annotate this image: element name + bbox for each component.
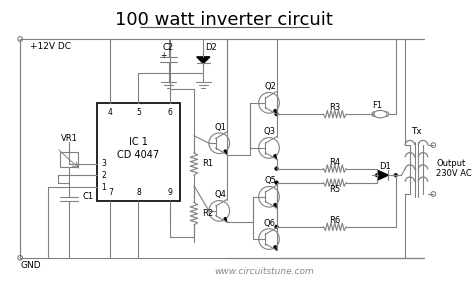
Circle shape xyxy=(259,138,279,158)
Circle shape xyxy=(274,167,278,171)
Text: www.circuitstune.com: www.circuitstune.com xyxy=(214,268,314,276)
Text: 9: 9 xyxy=(168,188,173,197)
Text: 5: 5 xyxy=(136,108,141,117)
Polygon shape xyxy=(378,171,388,180)
Circle shape xyxy=(18,255,23,260)
Text: R4: R4 xyxy=(329,158,340,166)
Text: 4: 4 xyxy=(108,108,113,117)
Text: R5: R5 xyxy=(329,185,340,194)
Text: 100 watt inverter circuit: 100 watt inverter circuit xyxy=(115,11,333,29)
Circle shape xyxy=(259,186,279,207)
Text: VR1: VR1 xyxy=(61,134,77,143)
Circle shape xyxy=(372,112,376,116)
Circle shape xyxy=(259,93,279,113)
Polygon shape xyxy=(273,245,276,250)
Text: 2: 2 xyxy=(101,171,106,180)
Circle shape xyxy=(394,173,398,177)
Polygon shape xyxy=(273,203,276,208)
Text: C2: C2 xyxy=(163,43,174,52)
Text: Q2: Q2 xyxy=(264,82,276,91)
Text: +12V DC: +12V DC xyxy=(29,42,71,51)
Polygon shape xyxy=(224,150,227,155)
Circle shape xyxy=(274,181,278,185)
Text: 3: 3 xyxy=(101,159,106,168)
Circle shape xyxy=(384,112,389,116)
Circle shape xyxy=(209,201,229,221)
Text: R2: R2 xyxy=(202,209,213,218)
Polygon shape xyxy=(273,155,276,159)
Polygon shape xyxy=(273,109,276,114)
Polygon shape xyxy=(224,218,227,222)
Text: Output
230V AC: Output 230V AC xyxy=(436,159,472,178)
Text: 8: 8 xyxy=(136,188,141,197)
Text: Q5: Q5 xyxy=(264,176,276,185)
Text: 1: 1 xyxy=(101,183,106,192)
Circle shape xyxy=(209,133,229,153)
Text: Q1: Q1 xyxy=(214,123,226,132)
Circle shape xyxy=(431,143,436,148)
Circle shape xyxy=(431,192,436,196)
Circle shape xyxy=(259,229,279,249)
Text: F1: F1 xyxy=(372,101,382,110)
Text: Q3: Q3 xyxy=(264,128,276,136)
Text: CD 4047: CD 4047 xyxy=(118,150,160,160)
Text: +: + xyxy=(161,51,167,60)
Text: Tx: Tx xyxy=(411,126,422,136)
Text: GND: GND xyxy=(20,261,41,270)
Text: Q4: Q4 xyxy=(214,191,226,199)
Circle shape xyxy=(274,112,278,116)
Polygon shape xyxy=(197,57,210,64)
Text: 6: 6 xyxy=(168,108,173,117)
Circle shape xyxy=(375,173,379,177)
Ellipse shape xyxy=(374,110,387,118)
Circle shape xyxy=(274,225,278,229)
Text: C1: C1 xyxy=(82,192,93,201)
Text: 7: 7 xyxy=(108,188,113,197)
Text: D1: D1 xyxy=(379,162,391,171)
Text: Q6: Q6 xyxy=(264,218,276,228)
Bar xyxy=(60,152,78,167)
Text: D2: D2 xyxy=(205,43,217,52)
Text: R6: R6 xyxy=(329,216,340,225)
Text: R1: R1 xyxy=(202,159,213,168)
Text: R3: R3 xyxy=(329,103,340,112)
Text: IC 1: IC 1 xyxy=(129,137,148,147)
Circle shape xyxy=(18,37,23,41)
Bar xyxy=(97,103,180,201)
